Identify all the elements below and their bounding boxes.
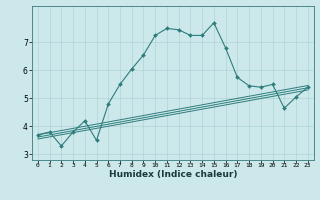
X-axis label: Humidex (Indice chaleur): Humidex (Indice chaleur) <box>108 170 237 179</box>
